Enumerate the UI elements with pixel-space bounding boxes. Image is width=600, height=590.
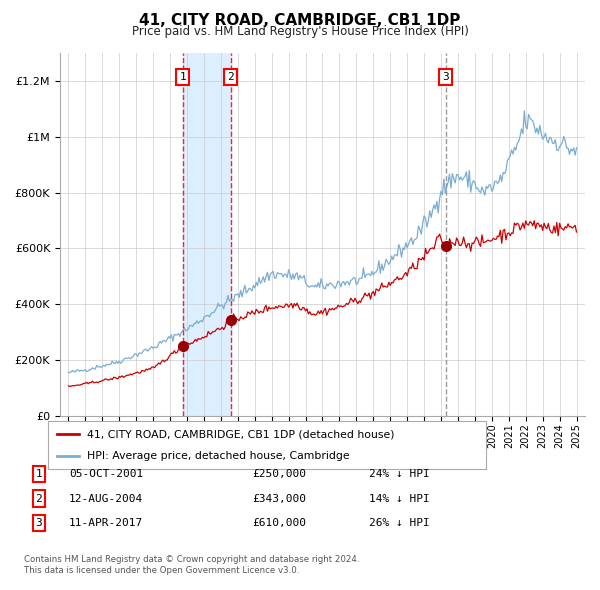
Text: 26% ↓ HPI: 26% ↓ HPI (369, 519, 430, 528)
Text: 12-AUG-2004: 12-AUG-2004 (69, 494, 143, 503)
Bar (183, 53, 231, 416)
Text: 3: 3 (442, 72, 449, 82)
Text: 11-APR-2017: 11-APR-2017 (69, 519, 143, 528)
Text: 2: 2 (35, 494, 43, 503)
Text: 05-OCT-2001: 05-OCT-2001 (69, 469, 143, 478)
Text: 41, CITY ROAD, CAMBRIDGE, CB1 1DP (detached house): 41, CITY ROAD, CAMBRIDGE, CB1 1DP (detac… (88, 429, 395, 439)
Text: £250,000: £250,000 (252, 469, 306, 478)
Text: £610,000: £610,000 (252, 519, 306, 528)
Text: 2: 2 (227, 72, 234, 82)
Text: 3: 3 (35, 519, 43, 528)
Text: £343,000: £343,000 (252, 494, 306, 503)
Text: Price paid vs. HM Land Registry's House Price Index (HPI): Price paid vs. HM Land Registry's House … (131, 25, 469, 38)
Text: 41, CITY ROAD, CAMBRIDGE, CB1 1DP: 41, CITY ROAD, CAMBRIDGE, CB1 1DP (139, 13, 461, 28)
Text: HPI: Average price, detached house, Cambridge: HPI: Average price, detached house, Camb… (88, 451, 350, 461)
Text: This data is licensed under the Open Government Licence v3.0.: This data is licensed under the Open Gov… (24, 566, 299, 575)
Text: 24% ↓ HPI: 24% ↓ HPI (369, 469, 430, 478)
Text: Contains HM Land Registry data © Crown copyright and database right 2024.: Contains HM Land Registry data © Crown c… (24, 555, 359, 564)
Text: 1: 1 (179, 72, 186, 82)
Text: 1: 1 (35, 469, 43, 478)
Text: 14% ↓ HPI: 14% ↓ HPI (369, 494, 430, 503)
